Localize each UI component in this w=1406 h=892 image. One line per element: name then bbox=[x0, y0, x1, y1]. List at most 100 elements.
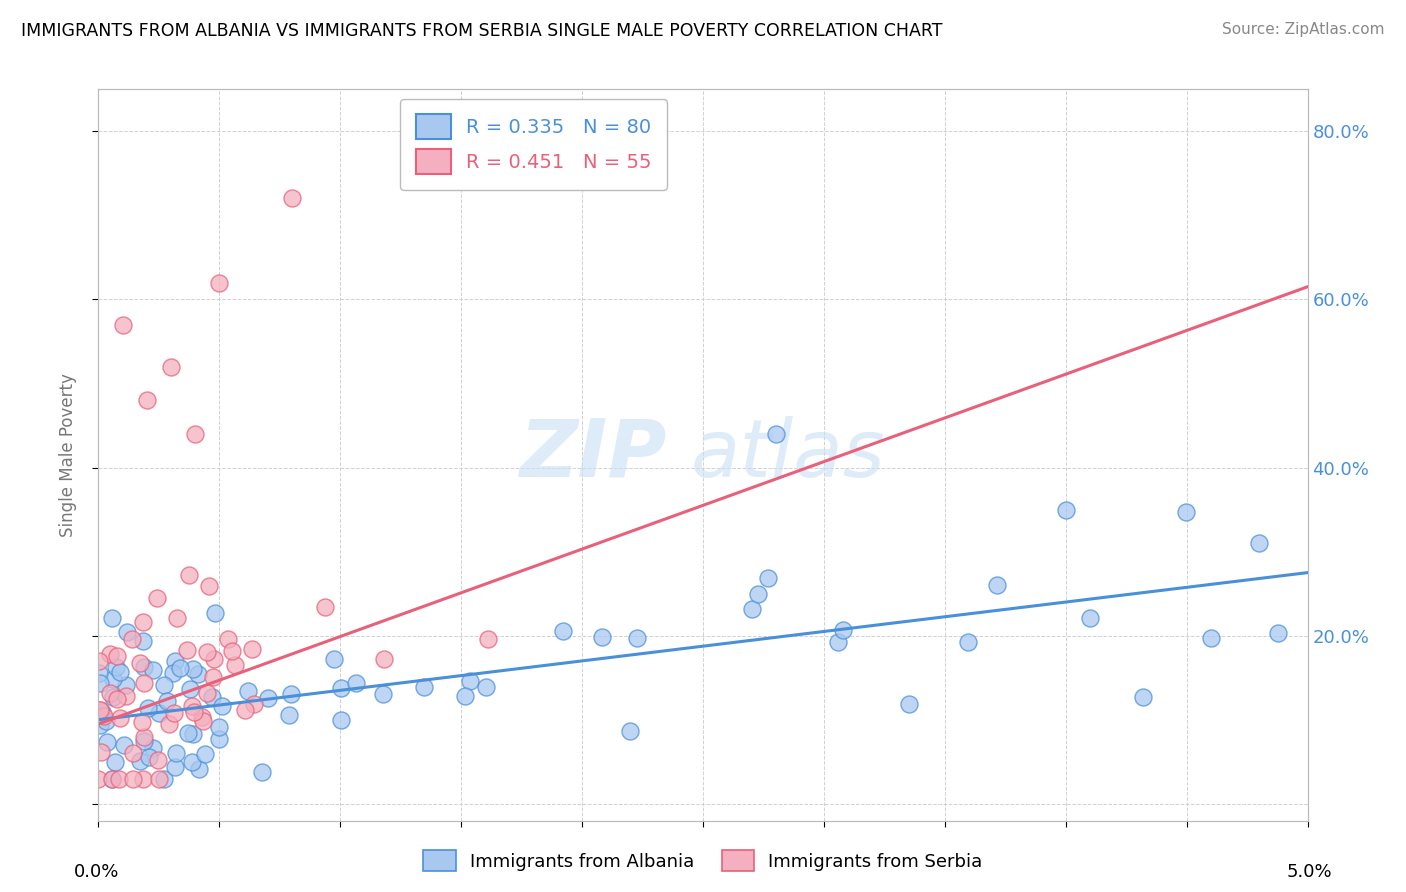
Point bbox=[250, 765, 273, 780]
Point bbox=[105, 649, 128, 664]
Point bbox=[202, 652, 225, 666]
Point bbox=[148, 772, 170, 786]
Point bbox=[111, 318, 134, 332]
Point bbox=[176, 643, 198, 657]
Point bbox=[187, 762, 209, 776]
Point bbox=[986, 578, 1008, 592]
Legend: Immigrants from Albania, Immigrants from Serbia: Immigrants from Albania, Immigrants from… bbox=[416, 843, 990, 879]
Point bbox=[412, 680, 434, 694]
Point bbox=[591, 630, 613, 644]
Point bbox=[187, 667, 209, 681]
Point bbox=[747, 587, 769, 601]
Point bbox=[91, 705, 114, 719]
Point bbox=[160, 359, 183, 374]
Point bbox=[832, 623, 855, 637]
Point bbox=[233, 703, 256, 717]
Point bbox=[112, 739, 135, 753]
Point bbox=[134, 660, 156, 674]
Point bbox=[108, 665, 131, 679]
Point bbox=[211, 699, 233, 714]
Point bbox=[208, 731, 231, 746]
Point bbox=[280, 687, 302, 701]
Point bbox=[323, 652, 346, 666]
Point bbox=[619, 724, 641, 739]
Point bbox=[163, 706, 186, 720]
Point bbox=[177, 568, 200, 582]
Point bbox=[458, 673, 481, 688]
Point bbox=[177, 726, 200, 740]
Point bbox=[208, 720, 231, 734]
Point bbox=[956, 635, 979, 649]
Point bbox=[96, 735, 118, 749]
Point bbox=[475, 680, 498, 694]
Point bbox=[89, 654, 111, 668]
Point bbox=[180, 755, 202, 769]
Point bbox=[329, 714, 352, 728]
Point bbox=[454, 689, 477, 703]
Point bbox=[181, 727, 204, 741]
Point bbox=[122, 772, 145, 786]
Point bbox=[195, 686, 218, 700]
Point bbox=[551, 624, 574, 638]
Point bbox=[101, 672, 124, 686]
Point bbox=[153, 678, 176, 692]
Legend: R = 0.335   N = 80, R = 0.451   N = 55: R = 0.335 N = 80, R = 0.451 N = 55 bbox=[401, 99, 668, 190]
Point bbox=[148, 753, 170, 767]
Point bbox=[169, 660, 191, 674]
Text: Source: ZipAtlas.com: Source: ZipAtlas.com bbox=[1222, 22, 1385, 37]
Point bbox=[100, 772, 122, 786]
Point bbox=[198, 579, 221, 593]
Point bbox=[93, 709, 115, 723]
Point bbox=[181, 699, 204, 714]
Point bbox=[373, 652, 395, 666]
Point bbox=[166, 611, 188, 625]
Point bbox=[89, 718, 111, 732]
Point bbox=[165, 654, 187, 668]
Point bbox=[741, 602, 763, 616]
Point bbox=[89, 703, 111, 717]
Point bbox=[132, 615, 155, 629]
Point bbox=[138, 749, 160, 764]
Point bbox=[827, 635, 849, 649]
Point bbox=[756, 571, 779, 585]
Point bbox=[142, 663, 165, 677]
Point bbox=[183, 662, 205, 676]
Point bbox=[89, 675, 111, 690]
Point bbox=[98, 647, 121, 661]
Point bbox=[153, 772, 176, 786]
Point bbox=[156, 694, 179, 708]
Point bbox=[1132, 690, 1154, 704]
Point bbox=[128, 657, 150, 671]
Point bbox=[146, 591, 169, 605]
Point bbox=[194, 747, 217, 761]
Point bbox=[191, 714, 214, 728]
Point bbox=[278, 708, 301, 723]
Point bbox=[129, 754, 152, 768]
Point bbox=[115, 678, 138, 692]
Point bbox=[208, 276, 231, 290]
Point bbox=[344, 676, 367, 690]
Point bbox=[765, 426, 787, 441]
Point bbox=[89, 703, 111, 717]
Point bbox=[135, 393, 157, 408]
Point bbox=[134, 734, 156, 748]
Point bbox=[204, 606, 226, 620]
Point bbox=[157, 717, 180, 731]
Point bbox=[87, 666, 110, 681]
Text: 5.0%: 5.0% bbox=[1286, 863, 1331, 880]
Point bbox=[165, 746, 187, 760]
Point bbox=[202, 669, 225, 683]
Point bbox=[134, 676, 156, 690]
Point bbox=[121, 632, 143, 646]
Point bbox=[221, 644, 243, 658]
Point bbox=[184, 426, 207, 441]
Point bbox=[101, 690, 124, 704]
Point bbox=[101, 611, 124, 625]
Point bbox=[136, 701, 159, 715]
Text: ZIP: ZIP bbox=[519, 416, 666, 494]
Point bbox=[105, 660, 128, 674]
Point bbox=[108, 772, 131, 786]
Point bbox=[477, 632, 499, 647]
Point bbox=[94, 714, 117, 728]
Point bbox=[165, 760, 187, 774]
